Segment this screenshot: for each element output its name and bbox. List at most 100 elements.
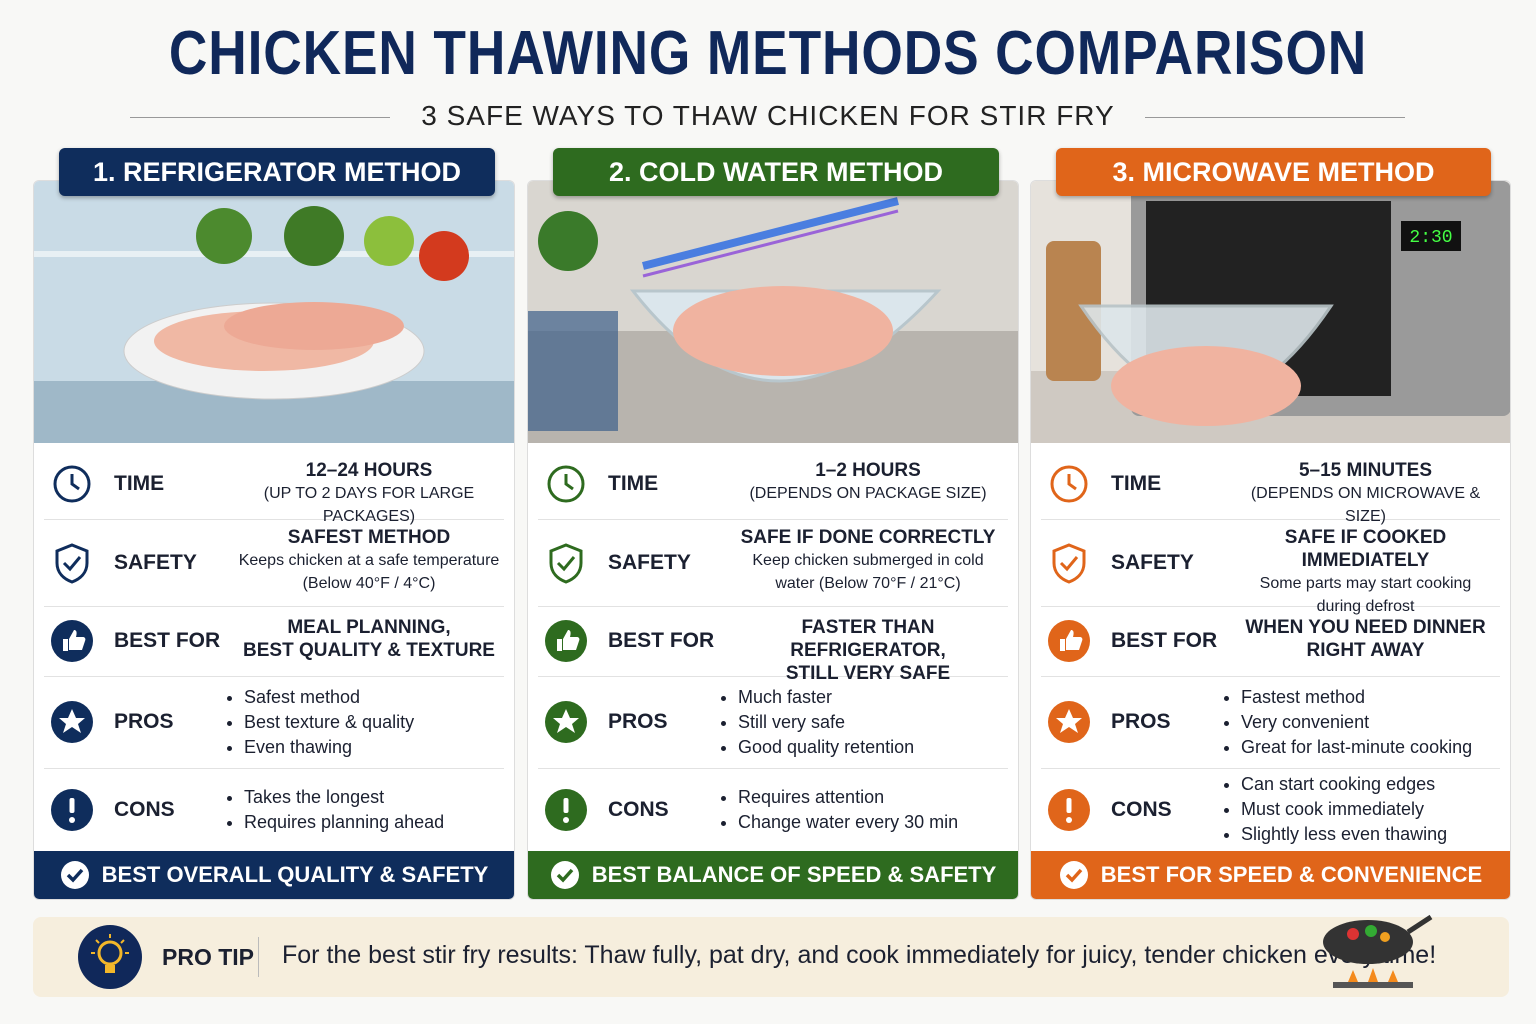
- row-label: BEST FOR: [608, 629, 715, 652]
- cons-item: Requires attention: [738, 785, 958, 810]
- cons-item: Must cook immediately: [1241, 797, 1447, 822]
- icon: [544, 462, 588, 511]
- cons-item: Slightly less even thawing: [1241, 822, 1447, 847]
- cons-item: Takes the longest: [244, 785, 444, 810]
- icon: [50, 619, 94, 668]
- pros-item: Very convenient: [1241, 710, 1472, 735]
- row-heading: RIGHT AWAY: [1306, 640, 1425, 661]
- verdict-text: BEST OVERALL QUALITY & SAFETY: [101, 862, 489, 887]
- row-icon: [547, 465, 585, 503]
- cons-row: CONS Can start cooking edgesMust cook imm…: [1041, 768, 1500, 851]
- info-row: BEST FOR MEAL PLANNING, BEST QUALITY & TEX…: [44, 606, 504, 677]
- row-label: PROS: [114, 710, 174, 733]
- divider: [258, 937, 259, 977]
- check-icon: [1059, 860, 1089, 890]
- cons-row: CONS Requires attentionChange water every…: [538, 768, 1008, 851]
- cons-list: Takes the longestRequires planning ahead: [224, 785, 444, 835]
- verdict-bar: BEST BALANCE OF SPEED & SAFETY: [528, 851, 1018, 899]
- row-label: BEST FOR: [1111, 629, 1218, 652]
- row-label: TIME: [1111, 472, 1162, 495]
- info-row: SAFETY SAFE IF DONE CORRECTLY Keep chicken…: [538, 519, 1008, 607]
- subtitle: 3 SAFE WAYS TO THAW CHICKEN FOR STIR FRY: [421, 100, 1115, 131]
- info-row: TIME 12–24 HOURS (UP TO 2 DAYS FOR LARGE P…: [44, 449, 504, 525]
- icon: [544, 788, 588, 837]
- icon: [50, 462, 94, 511]
- check: [1059, 861, 1088, 889]
- row-label: BEST FOR: [114, 629, 221, 652]
- row-icon: [545, 620, 587, 662]
- pros-item: Good quality retention: [738, 735, 914, 760]
- row-heading: SAFEST METHOD: [287, 527, 451, 548]
- row-heading: WHEN YOU NEED DINNER: [1245, 617, 1486, 638]
- icon: [544, 541, 588, 590]
- row-heading: SAFE IF DONE CORRECTLY: [740, 527, 996, 548]
- row-content: MEAL PLANNING, BEST QUALITY & TEXTURE: [234, 616, 504, 662]
- row-icon: [1050, 465, 1088, 503]
- pros-item: Still very safe: [738, 710, 914, 735]
- row-label: CONS: [1111, 797, 1172, 821]
- row-content: 12–24 HOURS (UP TO 2 DAYS FOR LARGE PACKA…: [234, 459, 504, 528]
- icon: [1047, 541, 1091, 590]
- title: CHICKEN THAWING METHODS COMPARISON: [168, 19, 1368, 88]
- cons-row: CONS Takes the longestRequires planning a…: [44, 768, 504, 851]
- pros-item: Safest method: [244, 685, 414, 710]
- row-heading: 1–2 HOURS: [815, 460, 921, 481]
- row-detail: (DEPENDS ON MICROWAVE & SIZE): [1250, 485, 1481, 525]
- row-content: SAFEST METHOD Keeps chicken at a safe tem…: [234, 526, 504, 595]
- method-card: TIME 1–2 HOURS (DEPENDS ON PACKAGE SIZE) SA…: [527, 180, 1019, 900]
- method-title: 2. COLD WATER METHOD: [553, 148, 999, 196]
- row-content: SAFE IF DONE CORRECTLY Keep chicken subme…: [728, 526, 1008, 595]
- icon: [544, 700, 588, 749]
- rule: [1145, 117, 1405, 118]
- display: 2:30: [1409, 228, 1452, 248]
- info-row: BEST FOR WHEN YOU NEED DINNER RIGHT AWAY: [1041, 606, 1500, 677]
- row-label: SAFETY: [1111, 550, 1194, 574]
- row-icon: [1052, 542, 1086, 584]
- row-label: PROS: [1111, 710, 1171, 733]
- row-label: PROS: [608, 710, 668, 733]
- row-content: SAFE IF COOKED IMMEDIATELY Some parts may…: [1231, 526, 1500, 618]
- icon: [50, 700, 94, 749]
- row-heading: MEAL PLANNING,: [287, 617, 451, 638]
- info-row: SAFETY SAFEST METHOD Keeps chicken at a sa…: [44, 519, 504, 607]
- row-label: SAFETY: [608, 550, 691, 574]
- photo: [34, 181, 514, 443]
- icon: [50, 788, 94, 837]
- icon: [50, 541, 94, 590]
- photo-illustration: [34, 181, 514, 443]
- verdict-text: BEST FOR SPEED & CONVENIENCE: [1100, 862, 1483, 887]
- row-content: WHEN YOU NEED DINNER RIGHT AWAY: [1231, 616, 1500, 662]
- row-label: TIME: [114, 472, 165, 495]
- row-heading: STILL VERY SAFE: [785, 663, 951, 684]
- pros-item: Even thawing: [244, 735, 414, 760]
- row-content: 1–2 HOURS (DEPENDS ON PACKAGE SIZE): [728, 459, 1008, 505]
- info-row: BEST FOR FASTER THAN REFRIGERATOR, STILL V…: [538, 606, 1008, 684]
- row-heading: BEST QUALITY & TEXTURE: [243, 640, 495, 661]
- bulb-icon: [78, 925, 142, 989]
- icon: [1047, 700, 1091, 749]
- pros-item: Best texture & quality: [244, 710, 414, 735]
- icon: [1047, 462, 1091, 511]
- tip-text: For the best stir fry results: Thaw full…: [282, 941, 1437, 969]
- row-heading: FASTER THAN REFRIGERATOR,: [790, 617, 946, 661]
- photo-illustration: [528, 181, 1018, 443]
- pros-row: PROS Safest methodBest texture & qualityE…: [44, 676, 504, 769]
- row-icon: [1048, 788, 1090, 831]
- cons-item: Can start cooking edges: [1241, 772, 1447, 797]
- row-icon: [51, 620, 93, 662]
- rule: [130, 117, 390, 118]
- verdict-text: BEST BALANCE OF SPEED & SAFETY: [591, 862, 997, 887]
- row-detail: (Below 40°F / 4°C): [302, 575, 436, 592]
- cons-item: Requires planning ahead: [244, 810, 444, 835]
- row-detail: Keeps chicken at a safe temperature: [238, 552, 500, 569]
- icon: [1047, 788, 1091, 837]
- icon: [1047, 619, 1091, 668]
- row-icon: [545, 701, 587, 743]
- verdict-bar: BEST OVERALL QUALITY & SAFETY: [34, 851, 514, 899]
- pro-tip: PRO TIP For the best stir fry results: T…: [33, 914, 1509, 997]
- row-content: FASTER THAN REFRIGERATOR, STILL VERY SAFE: [728, 616, 1008, 685]
- row-icon: [1048, 620, 1090, 662]
- pros-item: Fastest method: [1241, 685, 1472, 710]
- pros-row: PROS Much fasterStill very safeGood quali…: [538, 676, 1008, 769]
- check: [60, 861, 89, 889]
